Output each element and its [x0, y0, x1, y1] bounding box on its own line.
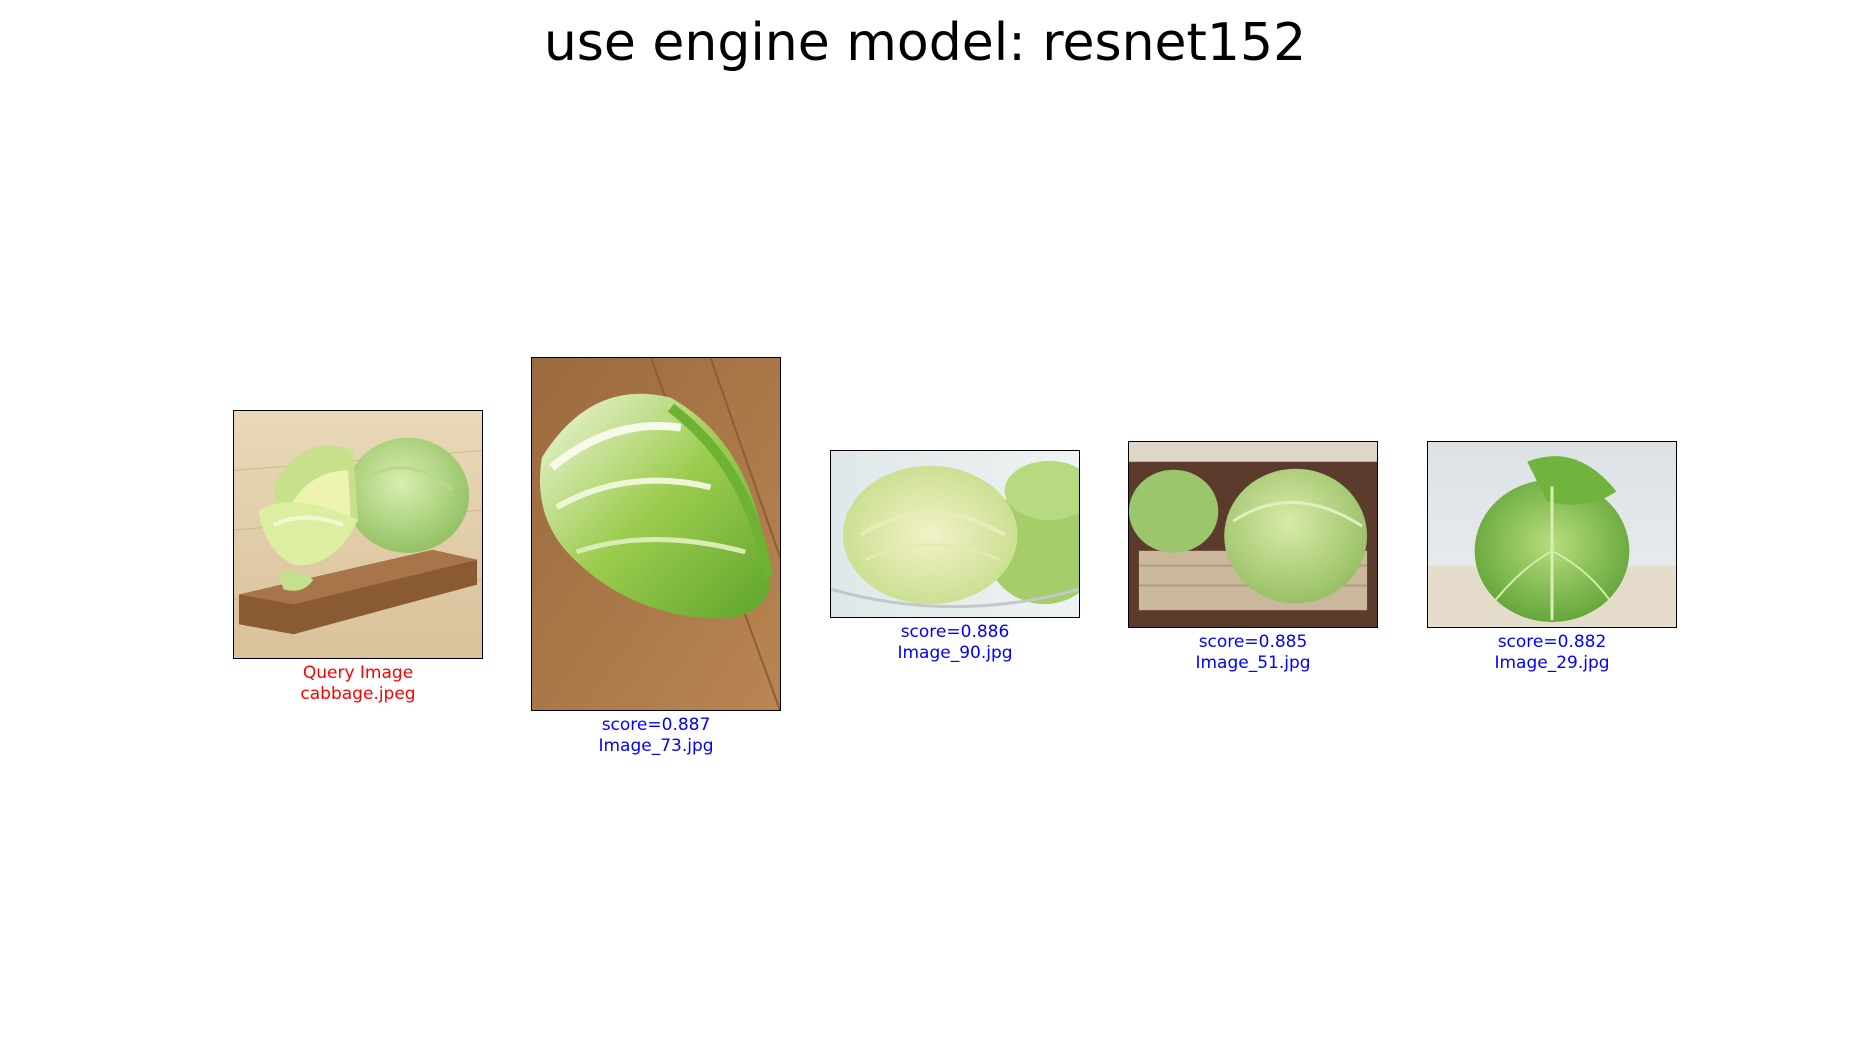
query-filename: cabbage.jpeg — [300, 684, 416, 704]
result-image[interactable] — [1128, 441, 1378, 628]
result-caption: score=0.882 Image_29.jpg — [1392, 632, 1712, 674]
result-caption: score=0.887 Image_73.jpg — [496, 715, 816, 757]
result-score: score=0.885 — [1198, 632, 1308, 652]
result-score: score=0.886 — [900, 622, 1010, 642]
cabbage-photo — [234, 411, 482, 658]
query-caption: Query Image cabbage.jpeg — [198, 663, 518, 705]
cabbage-half-photo — [831, 451, 1079, 617]
figure-title: use engine model: resnet152 — [543, 13, 1307, 73]
napa-cabbage-photo — [532, 358, 780, 710]
result-caption: score=0.885 Image_51.jpg — [1093, 632, 1413, 674]
result-filename: Image_90.jpg — [897, 643, 1013, 663]
green-cabbage-photo — [1428, 442, 1676, 627]
result-filename: Image_29.jpg — [1494, 653, 1610, 673]
result-image[interactable] — [531, 357, 781, 711]
result-image[interactable] — [830, 450, 1080, 618]
result-filename: Image_73.jpg — [598, 736, 714, 756]
query-image[interactable] — [233, 410, 483, 659]
result-filename: Image_51.jpg — [1195, 653, 1311, 673]
result-image[interactable] — [1427, 441, 1677, 628]
two-cabbages-photo — [1129, 442, 1377, 627]
result-score: score=0.887 — [601, 715, 711, 735]
result-score: score=0.882 — [1497, 632, 1607, 652]
query-label: Query Image — [302, 663, 414, 683]
result-caption: score=0.886 Image_90.jpg — [795, 622, 1115, 664]
